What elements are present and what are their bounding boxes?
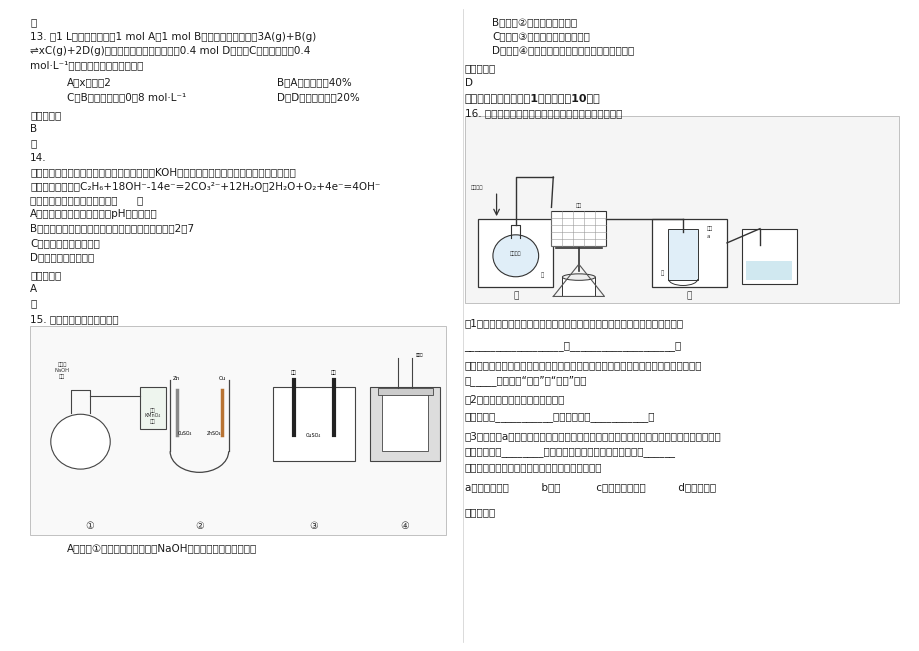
Text: 二、实验题（本题包括1个小题，入10分）: 二、实验题（本题包括1个小题，入10分） [464,93,600,103]
Text: CuSO₄: CuSO₄ [177,431,192,436]
Text: 是_____反应（填“放热”或“吸热”）。: 是_____反应（填“放热”或“吸热”）。 [464,375,586,386]
Text: D．装置④可用于在实验室测定中和反应的反应热: D．装置④可用于在实验室测定中和反应的反应热 [492,46,633,55]
Text: A．电池工作过程中，溶液的pH値逐渐减小: A．电池工作过程中，溶液的pH値逐渐减小 [30,210,158,219]
Text: ZnSO₄: ZnSO₄ [207,431,221,436]
Text: 物质的名称是________；要除去该物质，可在混合液中加入______: 物质的名称是________；要除去该物质，可在混合液中加入______ [464,447,675,457]
Bar [378,388,432,395]
Text: 略: 略 [30,138,37,148]
Text: D．正极发生氧化反应: D．正极发生氧化反应 [30,252,95,262]
Bar [272,387,355,461]
Text: 铜网: 铜网 [575,203,582,208]
Text: 略: 略 [30,17,37,27]
Text: 水: 水 [540,272,543,278]
Ellipse shape [562,274,595,281]
Text: ①: ① [85,521,94,531]
Ellipse shape [493,235,538,277]
Bar [668,229,697,281]
Bar [562,277,595,296]
Text: 15. 下列实验装置图合理的是: 15. 下列实验装置图合理的是 [30,314,119,324]
Text: a．氯化钓溶液          b．苯           c．碳酸氢钓溶液          d．四氯化碳: a．氯化钓溶液 b．苯 c．碳酸氢钓溶液 d．四氯化碳 [464,482,715,492]
Text: 碳极: 碳极 [331,370,336,375]
Text: 略: 略 [30,298,37,309]
Text: ⇌xC(g)+2D(g)，当反应达到平衡时，生扙0.4 mol D，并测C的平衡浓度为0.4: ⇌xC(g)+2D(g)，当反应达到平衡时，生扙0.4 mol D，并测C的平衡… [30,46,311,56]
Text: a: a [706,234,709,240]
Text: 导热线: 导热线 [415,353,423,357]
Text: 参考答案：: 参考答案： [30,110,62,120]
Text: 14.: 14. [30,152,47,163]
Text: （此空填写字母）；然后，再通过蔗馏即可除去。: （此空填写字母）；然后，再通过蔗馏即可除去。 [464,462,601,473]
Text: 参考答案：: 参考答案： [30,270,62,280]
Ellipse shape [51,414,110,469]
Text: CuSO₄: CuSO₄ [306,432,321,437]
Text: Cu: Cu [219,376,226,381]
Text: 甲的作用是___________；乙的作用是___________。: 甲的作用是___________；乙的作用是___________。 [464,412,654,422]
Text: Zn: Zn [173,376,180,381]
Text: （1）实验过程中铜网出现红色和黑色交替的现象，请写出相应的化学方程式：: （1）实验过程中铜网出现红色和黑色交替的现象，请写出相应的化学方程式： [464,318,683,327]
Text: 试管: 试管 [706,226,712,231]
Text: ___________________，____________________。: ___________________，____________________… [464,341,681,351]
Bar [30,326,446,535]
Text: 水: 水 [661,271,664,276]
Text: ，有关此电池的推断正确的是（      ）: ，有关此电池的推断正确的是（ ） [30,195,143,205]
Text: A: A [30,284,38,294]
Text: B．装置②能构成锌铜原电池: B．装置②能构成锌铜原电池 [492,17,576,27]
Text: ③: ③ [309,521,318,531]
Text: （3）若试管a中收集到的液体用紫色石蕊试纸检验，试纸显红色，说明液体中可能还含有的: （3）若试管a中收集到的液体用紫色石蕊试纸检验，试纸显红色，说明液体中可能还含有… [464,432,720,441]
Text: B．A的转化率为40%: B．A的转化率为40% [277,77,351,88]
Bar [745,261,791,281]
Text: 13. 在1 L密闭容器中，把1 mol A和1 mol B混合发生如下反应：3A(g)+B(g): 13. 在1 L密闭容器中，把1 mol A和1 mol B混合发生如下反应：3… [30,32,316,42]
Text: 在不断鼓入空气的情况下，息灯酒精灯，反应仍能继续进行，说明该乙醇催化氧化反应: 在不断鼓入空气的情况下，息灯酒精灯，反应仍能继续进行，说明该乙醇催化氧化反应 [464,360,701,370]
Text: C．装置③可用于粗铜的电解精炼: C．装置③可用于粗铜的电解精炼 [492,31,589,41]
Text: mol·L⁻¹，下列叙述中不正确的是：: mol·L⁻¹，下列叙述中不正确的是： [30,61,143,70]
Bar [478,219,552,287]
Text: 鼓入空气: 鼓入空气 [471,185,483,189]
Bar [550,211,606,246]
Text: （2）甲和乙两个水浴作用不相同。: （2）甲和乙两个水浴作用不相同。 [464,394,564,404]
Text: B: B [30,124,38,134]
Text: 其电极反应式为：C₂H₆+18OH⁻-14e⁻=2CO₃²⁻+12H₂O，2H₂O+O₂+4e⁻=4OH⁻: 其电极反应式为：C₂H₆+18OH⁻-14e⁻=2CO₃²⁻+12H₂O，2H₂… [30,181,380,191]
Text: 16. 某实验小组用下列装置进行乙醇催化氧化的实验。: 16. 某实验小组用下列装置进行乙醇催化氧化的实验。 [464,109,621,118]
Text: C．B的平衡浓度为0．8 mol·L⁻¹: C．B的平衡浓度为0．8 mol·L⁻¹ [67,92,186,102]
Text: D: D [464,77,472,88]
Text: 无水乙醇: 无水乙醇 [509,251,521,256]
Text: 一种新型燃料电池，它以多孔碳板为电极插入KOH溶液中，然后分别向两极上通乙烷和氧气，: 一种新型燃料电池，它以多孔碳板为电极插入KOH溶液中，然后分别向两极上通乙烷和氧… [30,167,296,176]
Text: D．D的体积分数为20%: D．D的体积分数为20% [277,92,359,102]
Bar [464,116,898,303]
Text: 碳极: 碳极 [290,370,296,375]
Text: 参考答案：: 参考答案： [464,63,495,74]
Text: 乙: 乙 [686,292,691,300]
Text: A．x的値为2: A．x的値为2 [67,77,111,88]
Bar [140,387,165,429]
Text: A．装置①可用于证明液乙烷、NaOH、乙醇溶液共热生成乙烯: A．装置①可用于证明液乙烷、NaOH、乙醇溶液共热生成乙烯 [67,543,256,553]
Text: 甲: 甲 [513,292,518,300]
Text: C．通乙烷的电极为正极: C．通乙烷的电极为正极 [30,238,100,248]
Text: 酸性
KMnO₄
溶液: 酸性 KMnO₄ 溶液 [144,408,161,424]
Bar [741,229,796,284]
Bar [370,387,439,461]
Text: 参考答案：: 参考答案： [464,508,495,518]
Text: B．正极与负极上参加反应的气体的物质的量之比为2：7: B．正极与负极上参加反应的气体的物质的量之比为2：7 [30,223,194,234]
Text: 通乙烷
NaOH
乙醇: 通乙烷 NaOH 乙醇 [54,363,70,379]
Text: ④: ④ [401,521,409,531]
Bar [652,219,726,287]
Text: ②: ② [195,521,203,531]
Bar [382,393,427,451]
